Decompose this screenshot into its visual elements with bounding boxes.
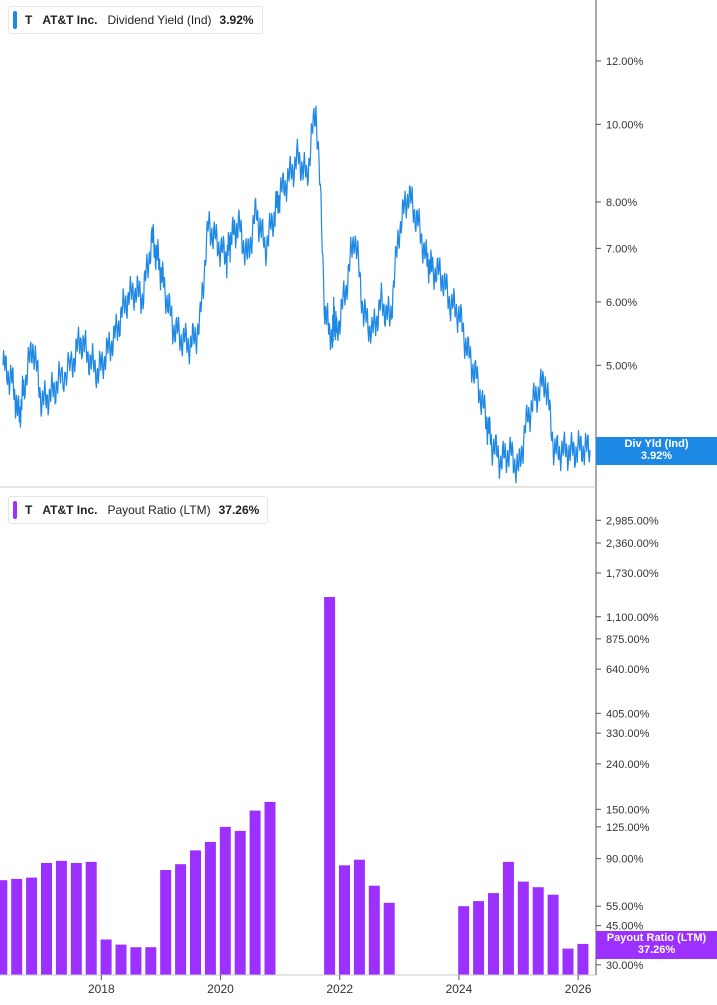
ticker-symbol: T bbox=[25, 503, 33, 517]
payout-ratio-bar bbox=[458, 906, 470, 975]
dividend-yield-legend[interactable]: T AT&T Inc. Dividend Yield (Ind) 3.92% bbox=[8, 6, 263, 34]
y-tick-label: 875.00% bbox=[606, 634, 650, 646]
y-tick-label: 55.00% bbox=[606, 901, 644, 913]
y-tick-label: 12.00% bbox=[606, 56, 644, 68]
payout-ratio-bar bbox=[190, 850, 201, 975]
y-tick-label: 2,985.00% bbox=[606, 515, 659, 527]
metric-name: Payout Ratio (LTM) bbox=[107, 503, 211, 517]
payout-ratio-bar bbox=[324, 597, 336, 975]
payout-ratio-bar bbox=[41, 863, 52, 975]
x-tick-label: 2018 bbox=[88, 982, 115, 996]
y-tick-label: 10.00% bbox=[606, 119, 644, 131]
payout-ratio-bar bbox=[0, 880, 8, 975]
y-tick-label: 640.00% bbox=[606, 664, 650, 676]
payout-ratio-bar bbox=[175, 864, 187, 975]
x-tick-label: 2026 bbox=[565, 982, 592, 996]
dividend-yield-value-tag: Div Yld (Ind) 3.92% bbox=[596, 436, 717, 465]
company-name: AT&T Inc. bbox=[42, 503, 98, 517]
payout-ratio-bar bbox=[383, 902, 395, 975]
payout-ratio-bar bbox=[130, 947, 142, 975]
y-tick-label: 5.00% bbox=[606, 360, 637, 372]
y-tick-label: 45.00% bbox=[606, 921, 644, 933]
payout-ratio-bar bbox=[85, 861, 97, 975]
payout-ratio-bar bbox=[502, 861, 514, 975]
x-tick-label: 2020 bbox=[207, 982, 234, 996]
dividend-yield-panel: 12.00% 10.00% 8.00% 7.00% 6.00% 5.00% bbox=[2, 56, 644, 484]
payout-ratio-bar bbox=[26, 877, 38, 975]
dividend-yield-line bbox=[2, 105, 591, 484]
payout-ratio-bar bbox=[473, 901, 485, 975]
payout-ratio-bar bbox=[353, 859, 365, 975]
y-tick-label: 7.00% bbox=[606, 243, 637, 255]
payout-ratio-bar bbox=[562, 948, 574, 975]
y-tick-label: 240.00% bbox=[606, 759, 650, 771]
payout-ratio-bar bbox=[368, 885, 380, 975]
y-tick-label: 125.00% bbox=[606, 822, 650, 834]
payout-ratio-bar bbox=[55, 860, 67, 975]
series-color-swatch bbox=[13, 501, 17, 519]
payout-ratio-bar bbox=[577, 943, 589, 975]
payout-ratio-bar bbox=[547, 894, 559, 975]
tag-value: 37.26% bbox=[637, 943, 676, 956]
y-tick-label: 330.00% bbox=[606, 728, 650, 740]
payout-ratio-bar bbox=[11, 878, 23, 975]
ticker-symbol: T bbox=[25, 13, 33, 27]
payout-ratio-bar bbox=[219, 826, 231, 975]
tag-value: 3.92% bbox=[640, 449, 673, 462]
payout-ratio-bar bbox=[517, 881, 529, 975]
y-tick-label: 2,360.00% bbox=[606, 538, 659, 550]
payout-ratio-bar bbox=[339, 865, 350, 975]
payout-ratio-panel: 2,985.00% 2,360.00% 1,730.00% 1,100.00% 875.… bbox=[0, 515, 659, 996]
x-tick-label: 2022 bbox=[326, 982, 353, 996]
y-tick-label: 1,100.00% bbox=[606, 612, 659, 624]
company-name: AT&T Inc. bbox=[42, 13, 98, 27]
y-tick-label: 90.00% bbox=[606, 854, 644, 866]
payout-ratio-bar bbox=[264, 801, 276, 975]
y-tick-label: 405.00% bbox=[606, 708, 650, 720]
payout-ratio-bar bbox=[160, 870, 172, 975]
x-tick-label: 2024 bbox=[446, 982, 473, 996]
payout-ratio-bar bbox=[488, 893, 499, 975]
metric-value: 3.92% bbox=[219, 13, 254, 27]
payout-ratio-bar bbox=[234, 830, 246, 975]
y-tick-label: 1,730.00% bbox=[606, 568, 659, 580]
y-tick-label: 30.00% bbox=[606, 960, 644, 972]
payout-ratio-bar bbox=[115, 944, 127, 975]
metric-value: 37.26% bbox=[218, 503, 260, 517]
payout-ratio-bar bbox=[204, 841, 216, 975]
payout-ratio-value-tag: Payout Ratio (LTM) 37.26% bbox=[596, 930, 717, 959]
payout-ratio-bar bbox=[100, 939, 112, 975]
metric-name: Dividend Yield (Ind) bbox=[107, 13, 212, 27]
y-tick-label: 6.00% bbox=[606, 297, 637, 309]
y-tick-label: 150.00% bbox=[606, 804, 650, 816]
payout-ratio-bar bbox=[249, 810, 261, 975]
payout-ratio-legend[interactable]: T AT&T Inc. Payout Ratio (LTM) 37.26% bbox=[8, 496, 269, 524]
payout-ratio-bar bbox=[145, 947, 157, 975]
tag-label: Div Yld (Ind) bbox=[624, 437, 689, 450]
tag-label: Payout Ratio (LTM) bbox=[606, 931, 707, 944]
series-color-swatch bbox=[13, 11, 17, 29]
payout-ratio-bar bbox=[532, 887, 544, 975]
payout-ratio-bar bbox=[70, 863, 82, 975]
y-tick-label: 8.00% bbox=[606, 197, 637, 209]
